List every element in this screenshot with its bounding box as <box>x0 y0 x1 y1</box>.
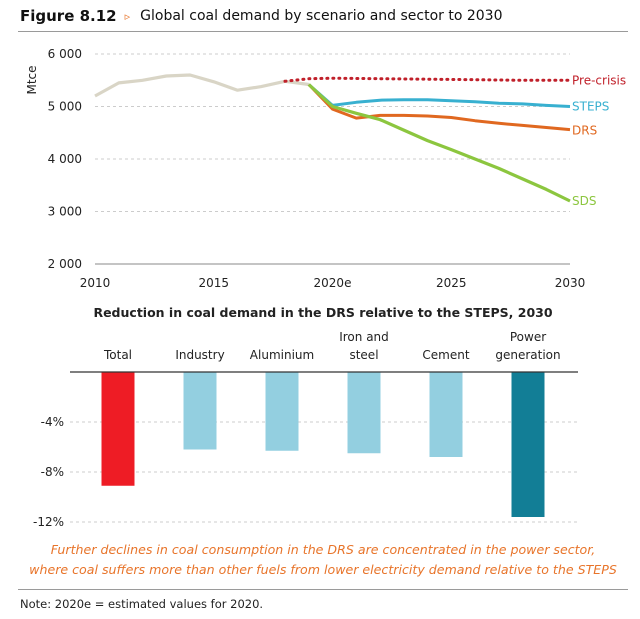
top-divider <box>18 31 628 32</box>
historical-line <box>94 73 310 98</box>
y-tick-label: 6 000 <box>48 47 82 61</box>
bar <box>347 372 381 454</box>
figure-title: Global coal demand by scenario and secto… <box>140 8 503 24</box>
drs-reduction-bar-chart: Reduction in coal demand in the DRS rela… <box>33 305 578 529</box>
x-tick-label: 2010 <box>80 276 111 290</box>
bar <box>429 372 463 457</box>
figure-header: Figure 8.12 ▹ Global coal demand by scen… <box>20 4 503 28</box>
triangle-arrow-icon: ▹ <box>124 9 131 23</box>
category-label: Aluminium <box>250 348 314 362</box>
category-label: Cement <box>422 348 469 362</box>
category-label: generation <box>495 348 560 362</box>
bar <box>265 372 299 451</box>
pre-crisis-line <box>283 76 572 83</box>
sds-line <box>307 83 571 203</box>
pre-crisis-label: Pre-crisis <box>572 73 626 87</box>
bar-y-tick-label: -8% <box>41 465 64 479</box>
category-label: Iron and <box>339 330 389 344</box>
x-tick-label: 2025 <box>436 276 467 290</box>
caption: Further declines in coal consumption in … <box>18 540 628 580</box>
category-label: Total <box>103 348 132 362</box>
steps-line <box>307 83 571 108</box>
steps-label: STEPS <box>572 100 609 114</box>
category-label: Power <box>510 330 546 344</box>
caption-line-1: Further declines in coal consumption in … <box>50 542 596 557</box>
drs-line <box>307 83 571 132</box>
bar-y-tick-label: -4% <box>41 415 64 429</box>
sds-label: SDS <box>572 194 596 208</box>
y-axis-label: Mtce <box>25 65 39 94</box>
y-tick-label: 2 000 <box>48 257 82 271</box>
bar-chart-title: Reduction in coal demand in the DRS rela… <box>93 305 552 320</box>
note: Note: 2020e = estimated values for 2020. <box>20 597 264 611</box>
x-tick-label: 2030 <box>555 276 586 290</box>
caption-line-2: where coal suffers more than other fuels… <box>29 562 617 577</box>
bar <box>511 372 545 517</box>
x-tick-label: 2020e <box>314 276 352 290</box>
bar <box>183 372 217 450</box>
y-tick-label: 3 000 <box>48 205 82 219</box>
y-tick-label: 4 000 <box>48 152 82 166</box>
y-tick-label: 5 000 <box>48 100 82 114</box>
category-label: steel <box>349 348 378 362</box>
x-tick-label: 2015 <box>198 276 229 290</box>
bar-y-tick-label: -12% <box>33 515 64 529</box>
bottom-divider <box>18 589 628 590</box>
figure-number: Figure 8.12 <box>20 7 117 25</box>
coal-demand-line-chart: 2 000 3 000 4 000 5 000 6 000 2010 2015 2020e 20… <box>25 47 626 290</box>
category-label: Industry <box>175 348 224 362</box>
bar <box>101 372 135 486</box>
drs-label: DRS <box>572 124 597 138</box>
